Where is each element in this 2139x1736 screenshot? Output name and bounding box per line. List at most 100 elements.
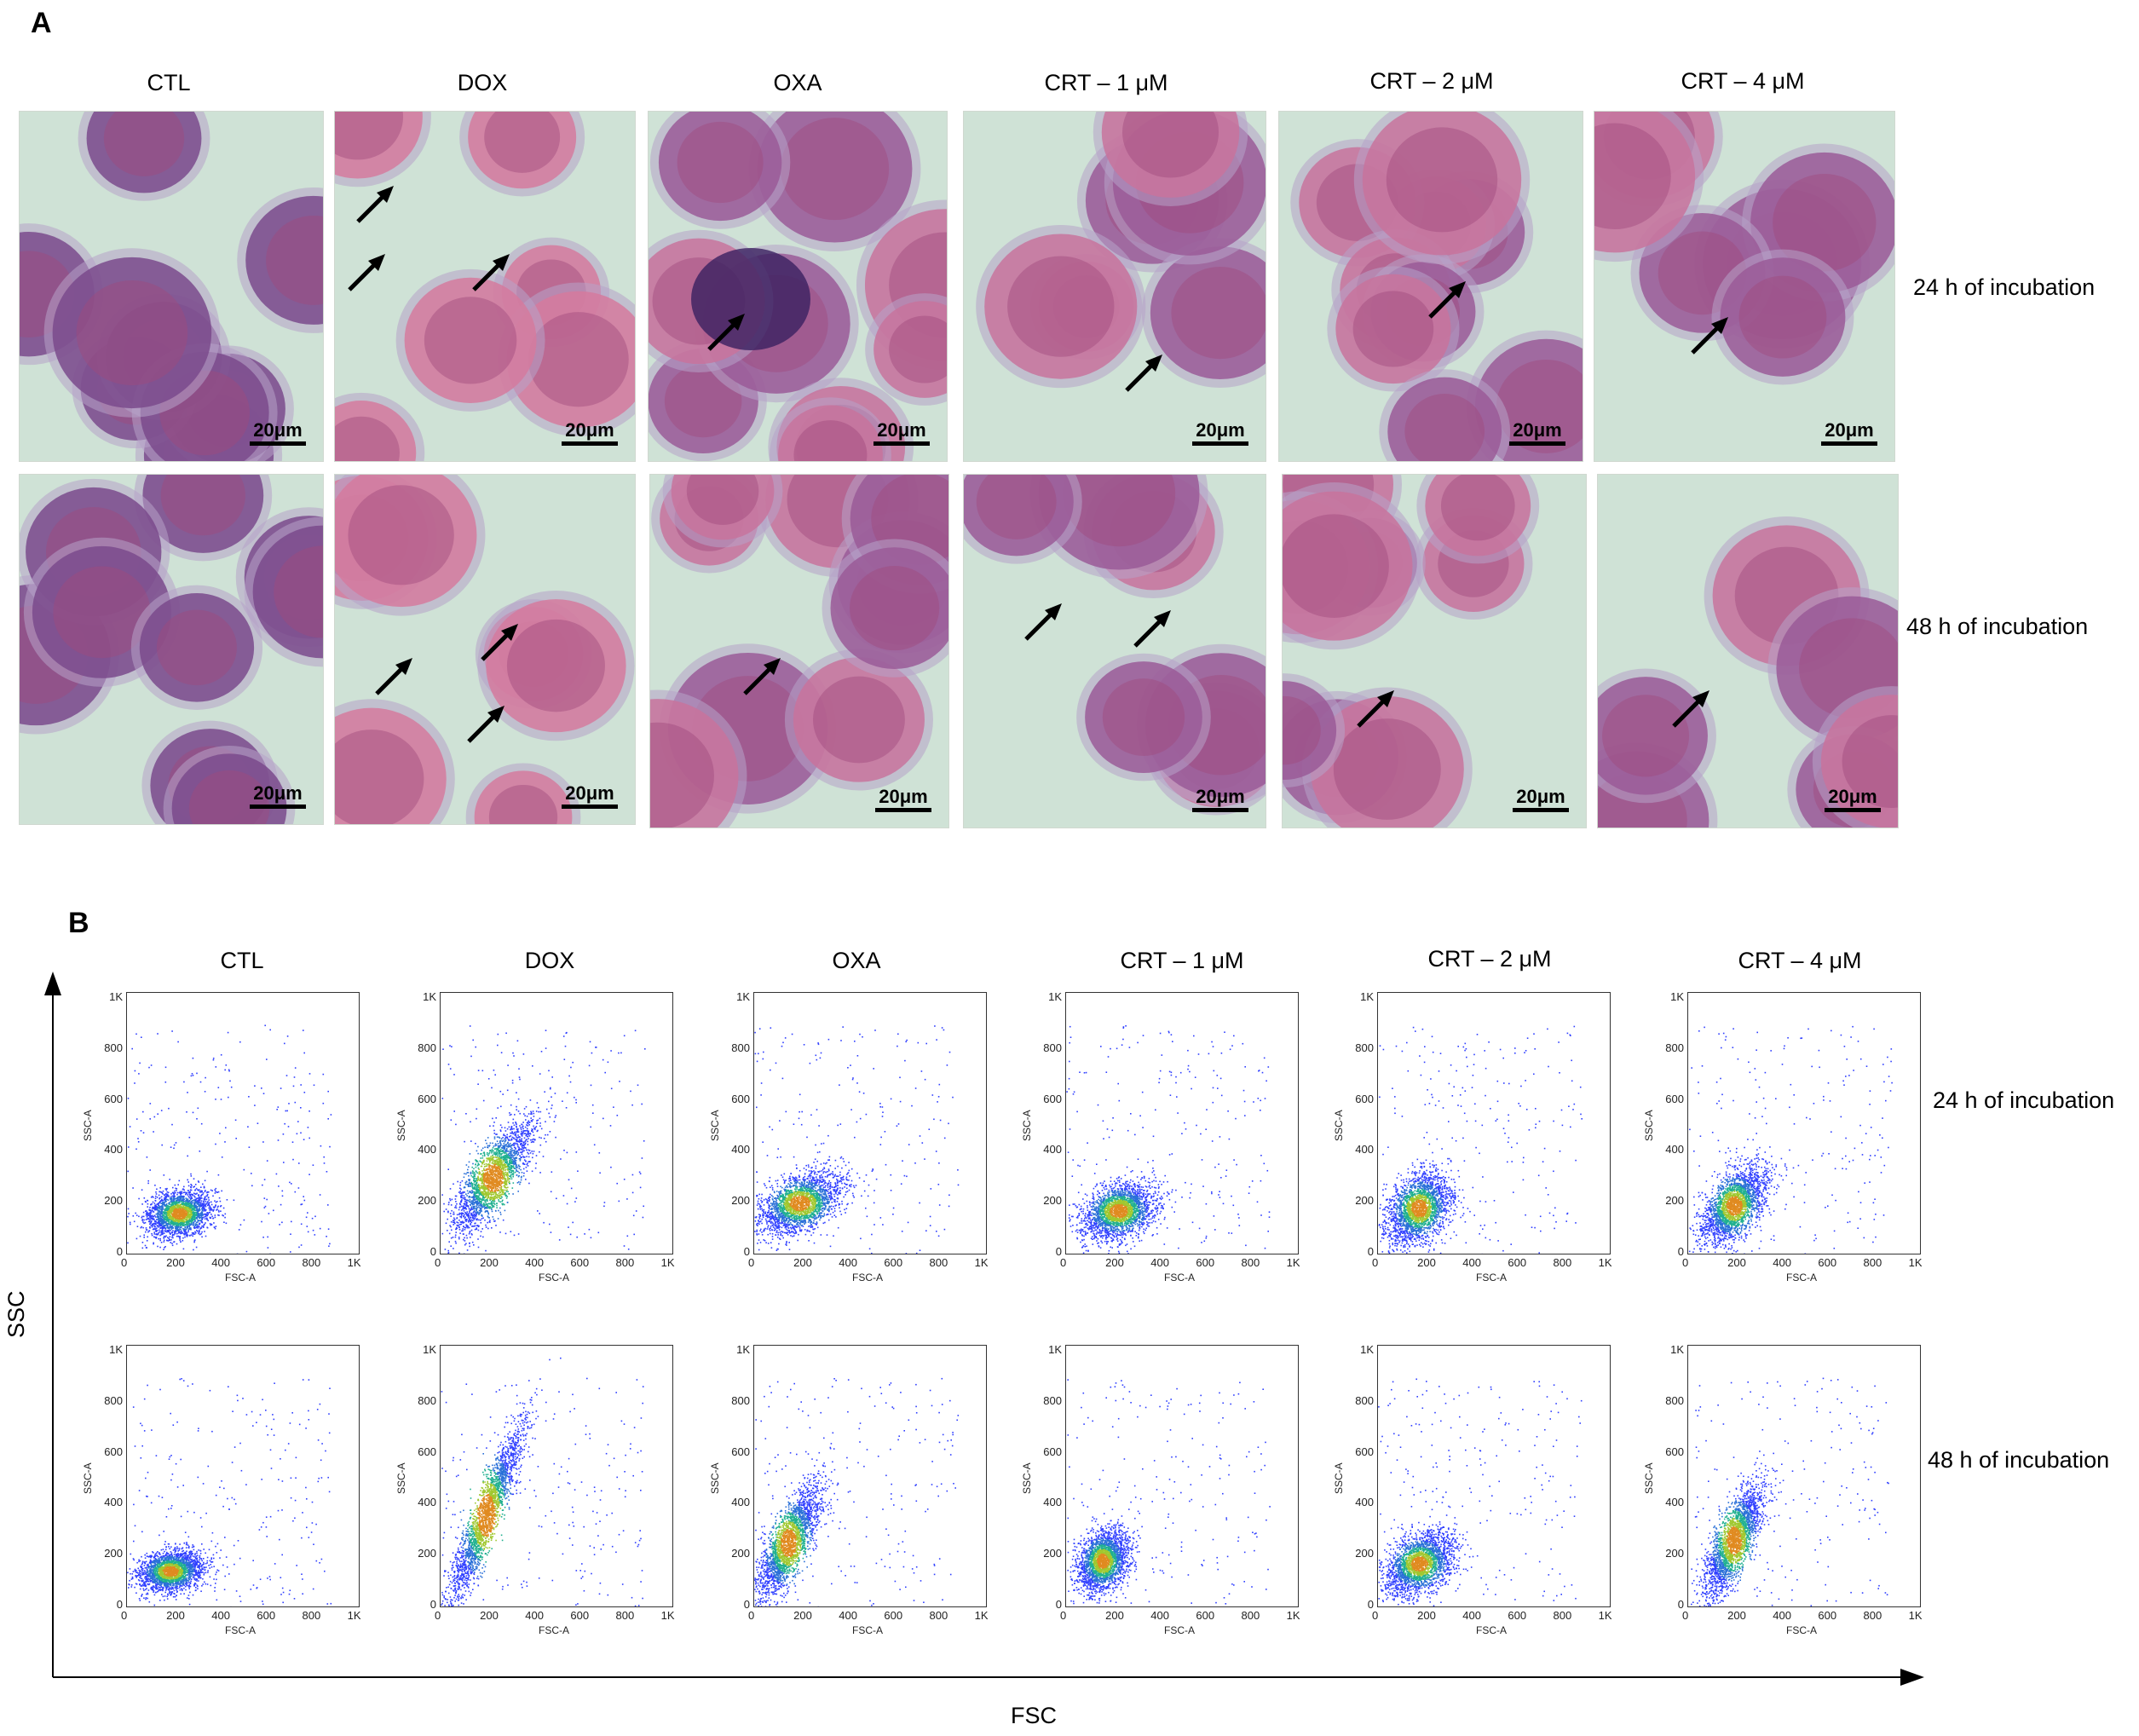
y-tick-label: 400 <box>101 1496 123 1508</box>
x-tick-label: 1K <box>975 1256 989 1269</box>
flow-plot-24h-crt1 <box>1065 992 1299 1254</box>
x-tick-label: 800 <box>303 1609 321 1622</box>
x-tick-label: 1K <box>1909 1609 1923 1622</box>
scale-bar-line <box>1513 808 1569 812</box>
x-tick-label: 400 <box>839 1256 857 1269</box>
y-tick-label: 400 <box>1352 1496 1374 1508</box>
scale-bar: 20μm <box>1509 421 1565 446</box>
scale-bar: 20μm <box>250 784 306 809</box>
a-col-crt4: CRT – 4 μM <box>1681 68 1804 95</box>
plot-y-label: SSC-A <box>395 1110 407 1141</box>
y-tick-label: 1K <box>1352 1343 1374 1356</box>
plot-x-label: FSC-A <box>852 1624 883 1636</box>
a-col-dox: DOX <box>458 70 508 96</box>
scale-bar-label: 20μm <box>1509 421 1565 440</box>
x-tick-label: 400 <box>839 1609 857 1622</box>
y-tick-label: 400 <box>728 1496 750 1508</box>
x-tick-label: 1K <box>1599 1256 1612 1269</box>
plot-x-label: FSC-A <box>852 1272 883 1283</box>
scale-bar-label: 20μm <box>250 421 306 440</box>
scale-bar: 20μm <box>562 421 618 446</box>
scale-bar-line <box>250 805 306 809</box>
b-x-axis-title: FSC <box>1011 1703 1057 1729</box>
panel-b-letter: B <box>68 907 89 940</box>
x-tick-label: 800 <box>303 1256 321 1269</box>
x-tick-label: 600 <box>1818 1256 1836 1269</box>
x-tick-label: 200 <box>1727 1609 1746 1622</box>
x-tick-label: 200 <box>793 1256 812 1269</box>
b-col-crt1: CRT – 1 μM <box>1120 948 1243 974</box>
y-tick-label: 0 <box>1662 1598 1684 1611</box>
x-tick-label: 0 <box>1372 1609 1378 1622</box>
a-row-48h: 48 h of incubation <box>1906 614 2088 640</box>
x-tick-label: 800 <box>1242 1256 1260 1269</box>
scale-bar-label: 20μm <box>562 421 618 440</box>
flow-plot-48h-oxa <box>753 1345 987 1607</box>
y-tick-label: 1K <box>1662 1343 1684 1356</box>
plot-x-label: FSC-A <box>225 1272 256 1283</box>
micrograph-24h-oxa: 20μm <box>648 111 948 462</box>
b-row-24h: 24 h of incubation <box>1933 1087 2114 1114</box>
arrow-icon <box>1125 353 1164 392</box>
a-col-ctl: CTL <box>147 70 190 96</box>
a-col-crt1: CRT – 1 μM <box>1044 70 1168 96</box>
micrograph-48h-crt4: 20μm <box>1597 474 1899 828</box>
plot-x-label: FSC-A <box>1164 1624 1195 1636</box>
y-tick-label: 600 <box>414 1093 436 1105</box>
b-col-crt4: CRT – 4 μM <box>1738 948 1861 974</box>
arrow-icon <box>472 252 511 291</box>
plot-y-label: SSC-A <box>1333 1462 1345 1494</box>
scale-bar: 20μm <box>1825 787 1881 812</box>
arrow-icon <box>356 184 395 223</box>
arrow-icon <box>348 252 387 291</box>
x-tick-label: 200 <box>1727 1256 1746 1269</box>
y-tick-label: 1K <box>1040 990 1062 1003</box>
y-tick-label: 800 <box>101 1041 123 1054</box>
scale-bar-line <box>250 441 306 446</box>
x-tick-label: 800 <box>1554 1256 1572 1269</box>
panel-a-letter: A <box>31 7 52 40</box>
y-tick-label: 1K <box>1662 990 1684 1003</box>
scale-bar-label: 20μm <box>1192 421 1248 440</box>
x-tick-label: 0 <box>435 1609 441 1622</box>
x-tick-label: 0 <box>1682 1256 1688 1269</box>
plot-y-label: SSC-A <box>709 1110 721 1141</box>
x-tick-label: 400 <box>1462 1256 1481 1269</box>
x-tick-label: 400 <box>1150 1609 1169 1622</box>
y-tick-label: 600 <box>1662 1445 1684 1458</box>
y-tick-label: 800 <box>1352 1394 1374 1407</box>
scale-bar-line <box>1509 441 1565 446</box>
scale-bar-line <box>1192 808 1248 812</box>
x-tick-label: 0 <box>748 1609 754 1622</box>
b-col-dox: DOX <box>525 948 575 974</box>
arrow-icon <box>743 656 782 695</box>
y-tick-label: 0 <box>1040 1598 1062 1611</box>
arrow-icon <box>1133 608 1173 648</box>
x-tick-label: 600 <box>257 1609 275 1622</box>
x-tick-label: 200 <box>1105 1256 1124 1269</box>
y-tick-label: 400 <box>1040 1143 1062 1156</box>
y-tick-label: 200 <box>101 1194 123 1207</box>
arrow-icon <box>1428 280 1467 319</box>
x-tick-label: 0 <box>121 1256 127 1269</box>
y-tick-label: 1K <box>101 990 123 1003</box>
x-tick-label: 800 <box>930 1609 948 1622</box>
y-tick-label: 800 <box>1662 1394 1684 1407</box>
x-tick-label: 1K <box>661 1609 675 1622</box>
micrograph-24h-crt2: 20μm <box>1278 111 1583 462</box>
y-tick-label: 200 <box>728 1194 750 1207</box>
scale-bar: 20μm <box>875 787 931 812</box>
x-tick-label: 600 <box>257 1256 275 1269</box>
x-tick-label: 600 <box>1818 1609 1836 1622</box>
flow-plot-48h-ctl <box>126 1345 360 1607</box>
y-tick-label: 200 <box>728 1547 750 1560</box>
x-tick-label: 600 <box>884 1256 902 1269</box>
micrograph-24h-crt4: 20μm <box>1594 111 1895 462</box>
y-tick-label: 200 <box>1352 1547 1374 1560</box>
y-tick-label: 1K <box>1352 990 1374 1003</box>
flow-plot-24h-crt2 <box>1377 992 1611 1254</box>
x-tick-label: 800 <box>1864 1609 1882 1622</box>
plot-x-label: FSC-A <box>1786 1272 1817 1283</box>
arrow-icon <box>375 656 414 695</box>
arrow-icon <box>1691 315 1730 355</box>
